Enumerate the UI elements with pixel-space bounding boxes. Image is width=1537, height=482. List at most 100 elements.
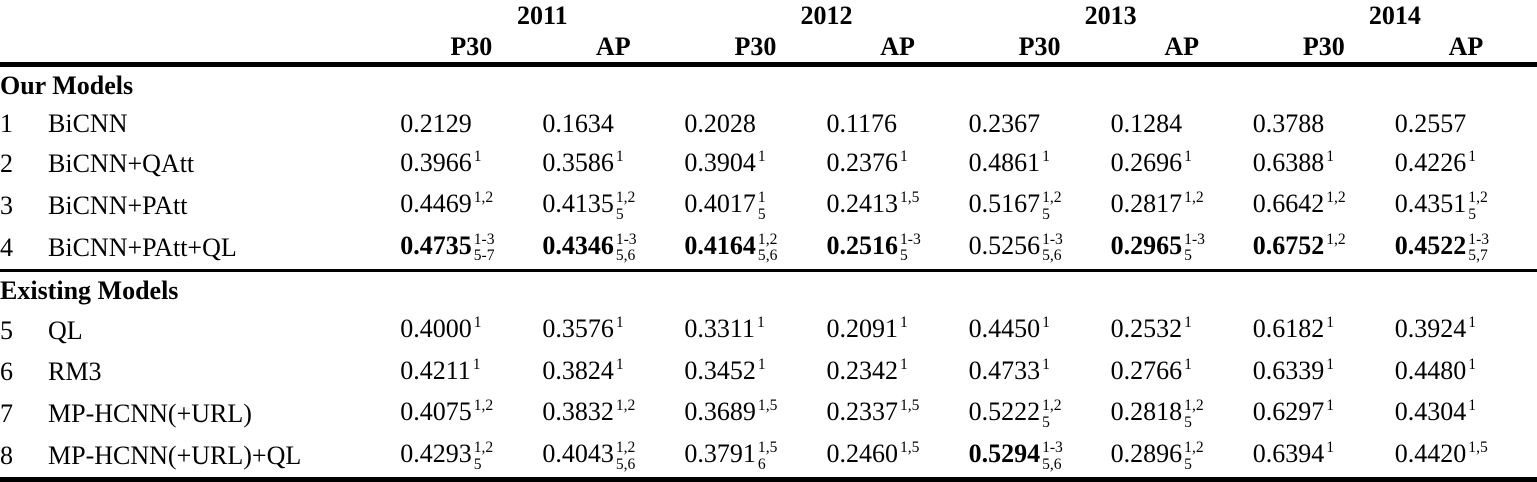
significance-scripts: 1,5 [900, 190, 920, 222]
value-superscript: 1-3 [1184, 231, 1205, 249]
metric-value: 0.6388 [1252, 147, 1325, 177]
metric-header: AP [1394, 31, 1537, 67]
metric-value-cell: 0.1284 [1111, 105, 1253, 143]
significance-scripts: 1 [1326, 357, 1334, 389]
metric-value: 0.6182 [1252, 314, 1325, 344]
significance-scripts: 1,2 5,6 [616, 440, 636, 472]
value-superscript: 1-3 [1468, 231, 1490, 249]
value-subscript: 5,6 [615, 247, 636, 265]
value-superscript: 1 [1326, 314, 1335, 332]
metric-header: P30 [1252, 31, 1395, 67]
header-spacer [0, 31, 401, 67]
significance-scripts: 1,2 5 [1468, 190, 1488, 222]
value-superscript: 1 [615, 147, 624, 165]
metric-value-cell: 0.4075 1,2 [400, 393, 542, 435]
value-superscript: 1 [1468, 355, 1477, 373]
value-subscript: 5,6 [1042, 247, 1062, 265]
row-number: 8 [0, 434, 49, 482]
significance-scripts: 1-3 5,6 [1042, 232, 1063, 264]
significance-scripts: 1 [1042, 357, 1050, 389]
value-superscript: 1,2 [1326, 231, 1346, 249]
year-header: 2014 [1368, 0, 1421, 30]
table-row: 8 MP-HCNN(+URL)+QL 0.4293 1,2 5 0.4043 1,2 5,6 0… [0, 434, 1537, 482]
value-superscript: 1,5 [899, 189, 920, 207]
header-spacer [0, 0, 400, 31]
significance-scripts: 1 [616, 149, 624, 181]
value-superscript: 1-3 [473, 231, 495, 249]
value-superscript: 1,5 [899, 439, 920, 457]
significance-scripts: 1,2 5 [1042, 190, 1062, 222]
metric-value: 0.2965 [1110, 231, 1183, 261]
significance-scripts: 1 [757, 315, 765, 347]
row-number: 4 [0, 226, 49, 272]
metric-value: 0.6297 [1252, 397, 1325, 427]
value-superscript: 1,2 [1184, 397, 1204, 415]
metric-value-cell: 0.4733 1 [969, 351, 1111, 393]
metric-value-cell: 0.3924 1 [1395, 310, 1537, 352]
metric-value-cell: 0.2557 [1395, 105, 1537, 143]
table-row: 5 QL 0.4000 1 0.3576 1 0.3311 1 0.2091 1 0.4450 1 0.… [0, 310, 1537, 352]
significance-scripts: 1,5 [900, 398, 920, 430]
value-superscript: 1,2 [473, 189, 494, 207]
significance-scripts: 1 [758, 149, 766, 181]
value-superscript: 1,2 [615, 189, 636, 207]
metric-value: 0.4450 [968, 314, 1041, 344]
significance-scripts: 1 [900, 315, 908, 347]
metric-value: 0.4735 [400, 231, 472, 261]
value-superscript: 1,2 [1042, 189, 1062, 207]
significance-scripts: 1,2 [1326, 190, 1346, 222]
significance-scripts: 1,2 [1184, 190, 1204, 222]
metric-header: AP [826, 31, 969, 67]
metric-value-cell: 0.4304 1 [1395, 393, 1537, 435]
metric-value: 0.4075 [400, 397, 472, 427]
metric-value-cell: 0.2337 1,5 [826, 393, 968, 435]
metric-value-cell: 0.4469 1,2 [400, 185, 542, 227]
significance-scripts: 1 [1468, 315, 1476, 347]
metric-value: 0.3924 [1394, 314, 1467, 344]
value-subscript: 5-7 [473, 247, 495, 265]
year-header: 2013 [1084, 0, 1137, 30]
value-superscript: 1,2 [1042, 397, 1062, 415]
metric-value-cell: 0.6339 1 [1253, 351, 1395, 393]
value-superscript: 1-3 [1042, 439, 1063, 457]
metric-value-cell: 0.1634 [542, 105, 684, 143]
value-superscript: 1 [1184, 314, 1192, 332]
metric-value-cell: 0.2129 [400, 105, 542, 143]
metric-value-cell: 0.2516 1-3 5 [826, 226, 969, 272]
metric-value-cell: 0.2367 [969, 105, 1111, 143]
value-superscript: 1 [757, 189, 766, 207]
metric-value-cell: 0.4450 1 [969, 310, 1111, 352]
metric-value-cell: 0.2028 [684, 105, 826, 143]
metric-value-cell: 0.4226 1 [1395, 143, 1537, 185]
metric-value-cell: 0.3311 1 [684, 310, 826, 352]
metric-value: 0.2129 [400, 109, 472, 139]
significance-scripts: 1 [1184, 149, 1192, 181]
metric-value-cell: 0.3824 1 [542, 351, 684, 393]
metric-value-cell: 0.6297 1 [1253, 393, 1395, 435]
significance-scripts: 1 [900, 149, 908, 181]
value-superscript: 1 [899, 314, 908, 332]
significance-scripts: 1,2 5 [474, 440, 494, 472]
value-subscript: 5,6 [757, 247, 778, 265]
metric-value: 0.1634 [542, 109, 614, 139]
metric-value: 0.2376 [826, 147, 898, 177]
value-superscript: 1,2 [1326, 189, 1346, 207]
model-name: BiCNN+QAtt [48, 149, 195, 179]
value-superscript: 1,5 [1468, 439, 1488, 457]
metric-value-cell: 0.6182 1 [1253, 310, 1395, 352]
metric-value-cell: 0.3832 1,2 [542, 393, 684, 435]
value-subscript: 5 [1468, 205, 1477, 223]
value-superscript: 1 [1042, 355, 1050, 373]
row-number: 6 [0, 357, 13, 387]
significance-scripts: 1 [1468, 357, 1476, 389]
metric-header: AP [1110, 31, 1253, 67]
table-row: 7 MP-HCNN(+URL) 0.4075 1,2 0.3832 1,2 0.3689 1,… [0, 393, 1537, 435]
significance-scripts: 1 [473, 357, 481, 389]
significance-scripts: 1 [1468, 398, 1476, 430]
metric-value: 0.3832 [542, 397, 614, 427]
significance-scripts: 1 [1042, 315, 1050, 347]
value-superscript: 1 [1326, 397, 1335, 415]
metric-value-cell: 0.4735 1-3 5-7 [400, 226, 543, 272]
metric-value: 0.4480 [1394, 355, 1467, 385]
value-subscript: 5 [1184, 455, 1192, 473]
